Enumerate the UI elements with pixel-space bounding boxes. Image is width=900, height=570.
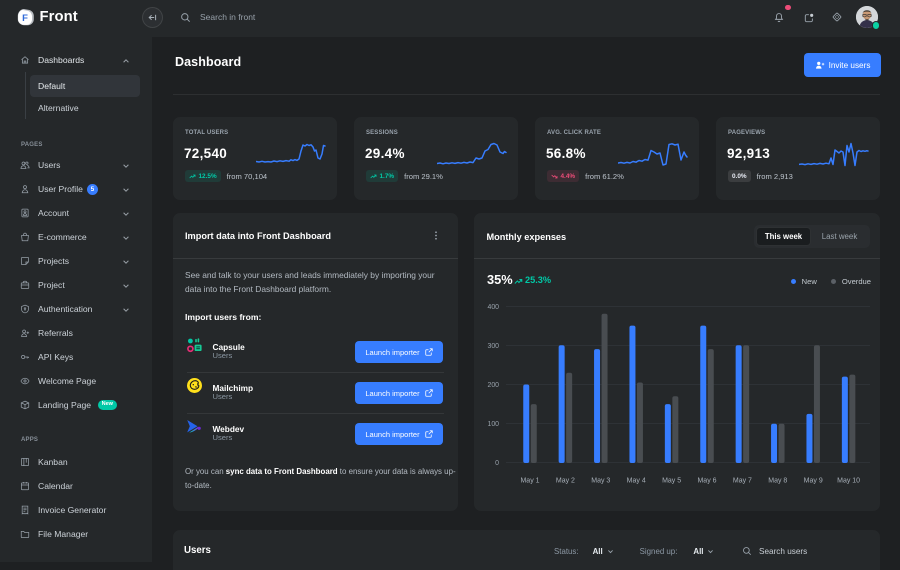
svg-text:May 2: May 2 — [556, 478, 575, 485]
svg-text:May 10: May 10 — [837, 478, 860, 485]
svg-text:F: F — [22, 13, 28, 24]
svg-text:May 6: May 6 — [697, 478, 716, 485]
svg-text:200: 200 — [488, 382, 500, 389]
svg-text:300: 300 — [488, 343, 500, 350]
svg-text:May 7: May 7 — [733, 478, 752, 485]
svg-text:May 9: May 9 — [804, 478, 823, 485]
svg-text:May 8: May 8 — [768, 478, 787, 485]
svg-text:May 1: May 1 — [520, 478, 539, 485]
svg-text:May 5: May 5 — [662, 478, 681, 485]
svg-text:0: 0 — [495, 460, 499, 467]
svg-text:400: 400 — [488, 304, 500, 311]
svg-text:100: 100 — [488, 421, 500, 428]
svg-text:May 3: May 3 — [591, 478, 610, 485]
svg-text:May 4: May 4 — [627, 478, 646, 485]
